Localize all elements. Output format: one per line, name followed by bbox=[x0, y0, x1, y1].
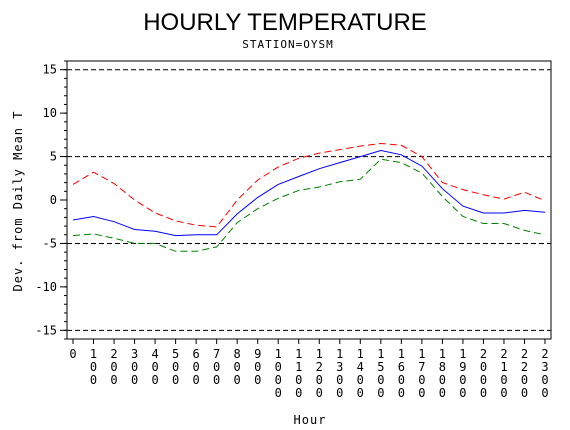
y-tick-label: -10 bbox=[35, 280, 57, 294]
series-line-lower bbox=[72, 158, 546, 252]
y-tick-label: 15 bbox=[43, 63, 57, 77]
plot-area: 15 10 5 0 -5 -10 -15 0 1 0 0 2 0 0 3 0 0 4 0 0 5 0 0 6 0 0 7 0 0 8 0 0 9… bbox=[35, 60, 552, 400]
y-tick-label: -5 bbox=[43, 236, 57, 250]
chart-subtitle: STATION=OYSM bbox=[242, 38, 333, 51]
x-tick-label: 0 bbox=[69, 347, 76, 361]
series-line-mean bbox=[72, 149, 546, 237]
series-line-upper bbox=[72, 142, 546, 228]
chart-title: HOURLY TEMPERATURE bbox=[143, 9, 427, 36]
y-tick-label: -15 bbox=[35, 323, 57, 337]
x-axis-label: Hour bbox=[294, 413, 327, 427]
y-axis-label: Dev. from Daily Mean T bbox=[11, 111, 25, 292]
y-tick-label: 10 bbox=[43, 106, 57, 120]
y-tick-label: 5 bbox=[50, 150, 57, 164]
plot-frame bbox=[66, 60, 552, 340]
y-tick-label: 0 bbox=[50, 193, 57, 207]
